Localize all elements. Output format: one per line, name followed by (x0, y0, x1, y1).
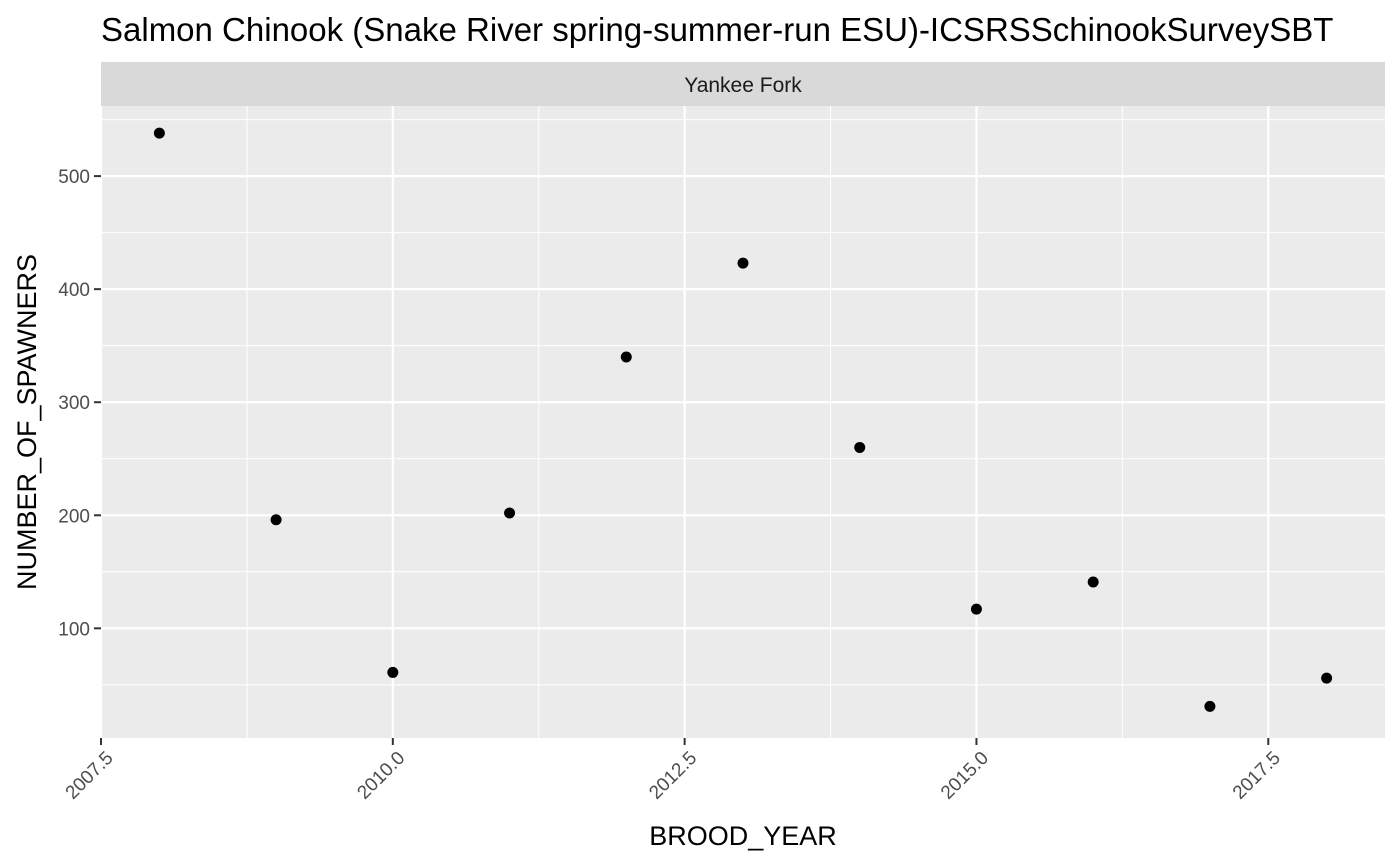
data-point (737, 257, 749, 269)
x-tick-label: 2012.5 (645, 748, 701, 804)
x-axis-title: BROOD_YEAR (649, 821, 837, 851)
y-axis-title: NUMBER_OF_SPAWNERS (12, 254, 42, 590)
major-gridlines (99, 106, 1385, 738)
data-point (270, 514, 282, 526)
data-point (504, 507, 516, 519)
x-tick-label: 2007.5 (62, 748, 118, 804)
y-axis: 100 200 300 400 500 (58, 167, 101, 640)
plot-panel (101, 106, 1385, 738)
y-tick-label: 200 (58, 506, 90, 527)
data-point (620, 351, 632, 363)
data-point (387, 666, 399, 678)
data-point (1204, 700, 1216, 712)
y-tick-label: 400 (58, 280, 90, 301)
data-point (153, 127, 165, 139)
x-axis: 2007.5 2010.0 2012.5 2015.0 2017.5 (62, 738, 1285, 804)
x-tick-label: 2015.0 (937, 748, 993, 804)
facet-strip (101, 62, 1385, 106)
y-tick-label: 500 (58, 167, 90, 188)
y-tick-label: 300 (58, 393, 90, 414)
data-point (970, 603, 982, 615)
data-point (854, 441, 866, 453)
data-points (153, 127, 1333, 712)
chart-title: Salmon Chinook (Snake River spring-summe… (101, 11, 1333, 48)
minor-gridlines (101, 106, 1385, 738)
data-point (1087, 576, 1099, 588)
data-point (1321, 672, 1333, 684)
y-tick-label: 100 (58, 619, 90, 640)
x-tick-label: 2017.5 (1229, 748, 1285, 804)
x-tick-label: 2010.0 (353, 748, 409, 804)
facet-strip-label: Yankee Fork (684, 74, 802, 97)
